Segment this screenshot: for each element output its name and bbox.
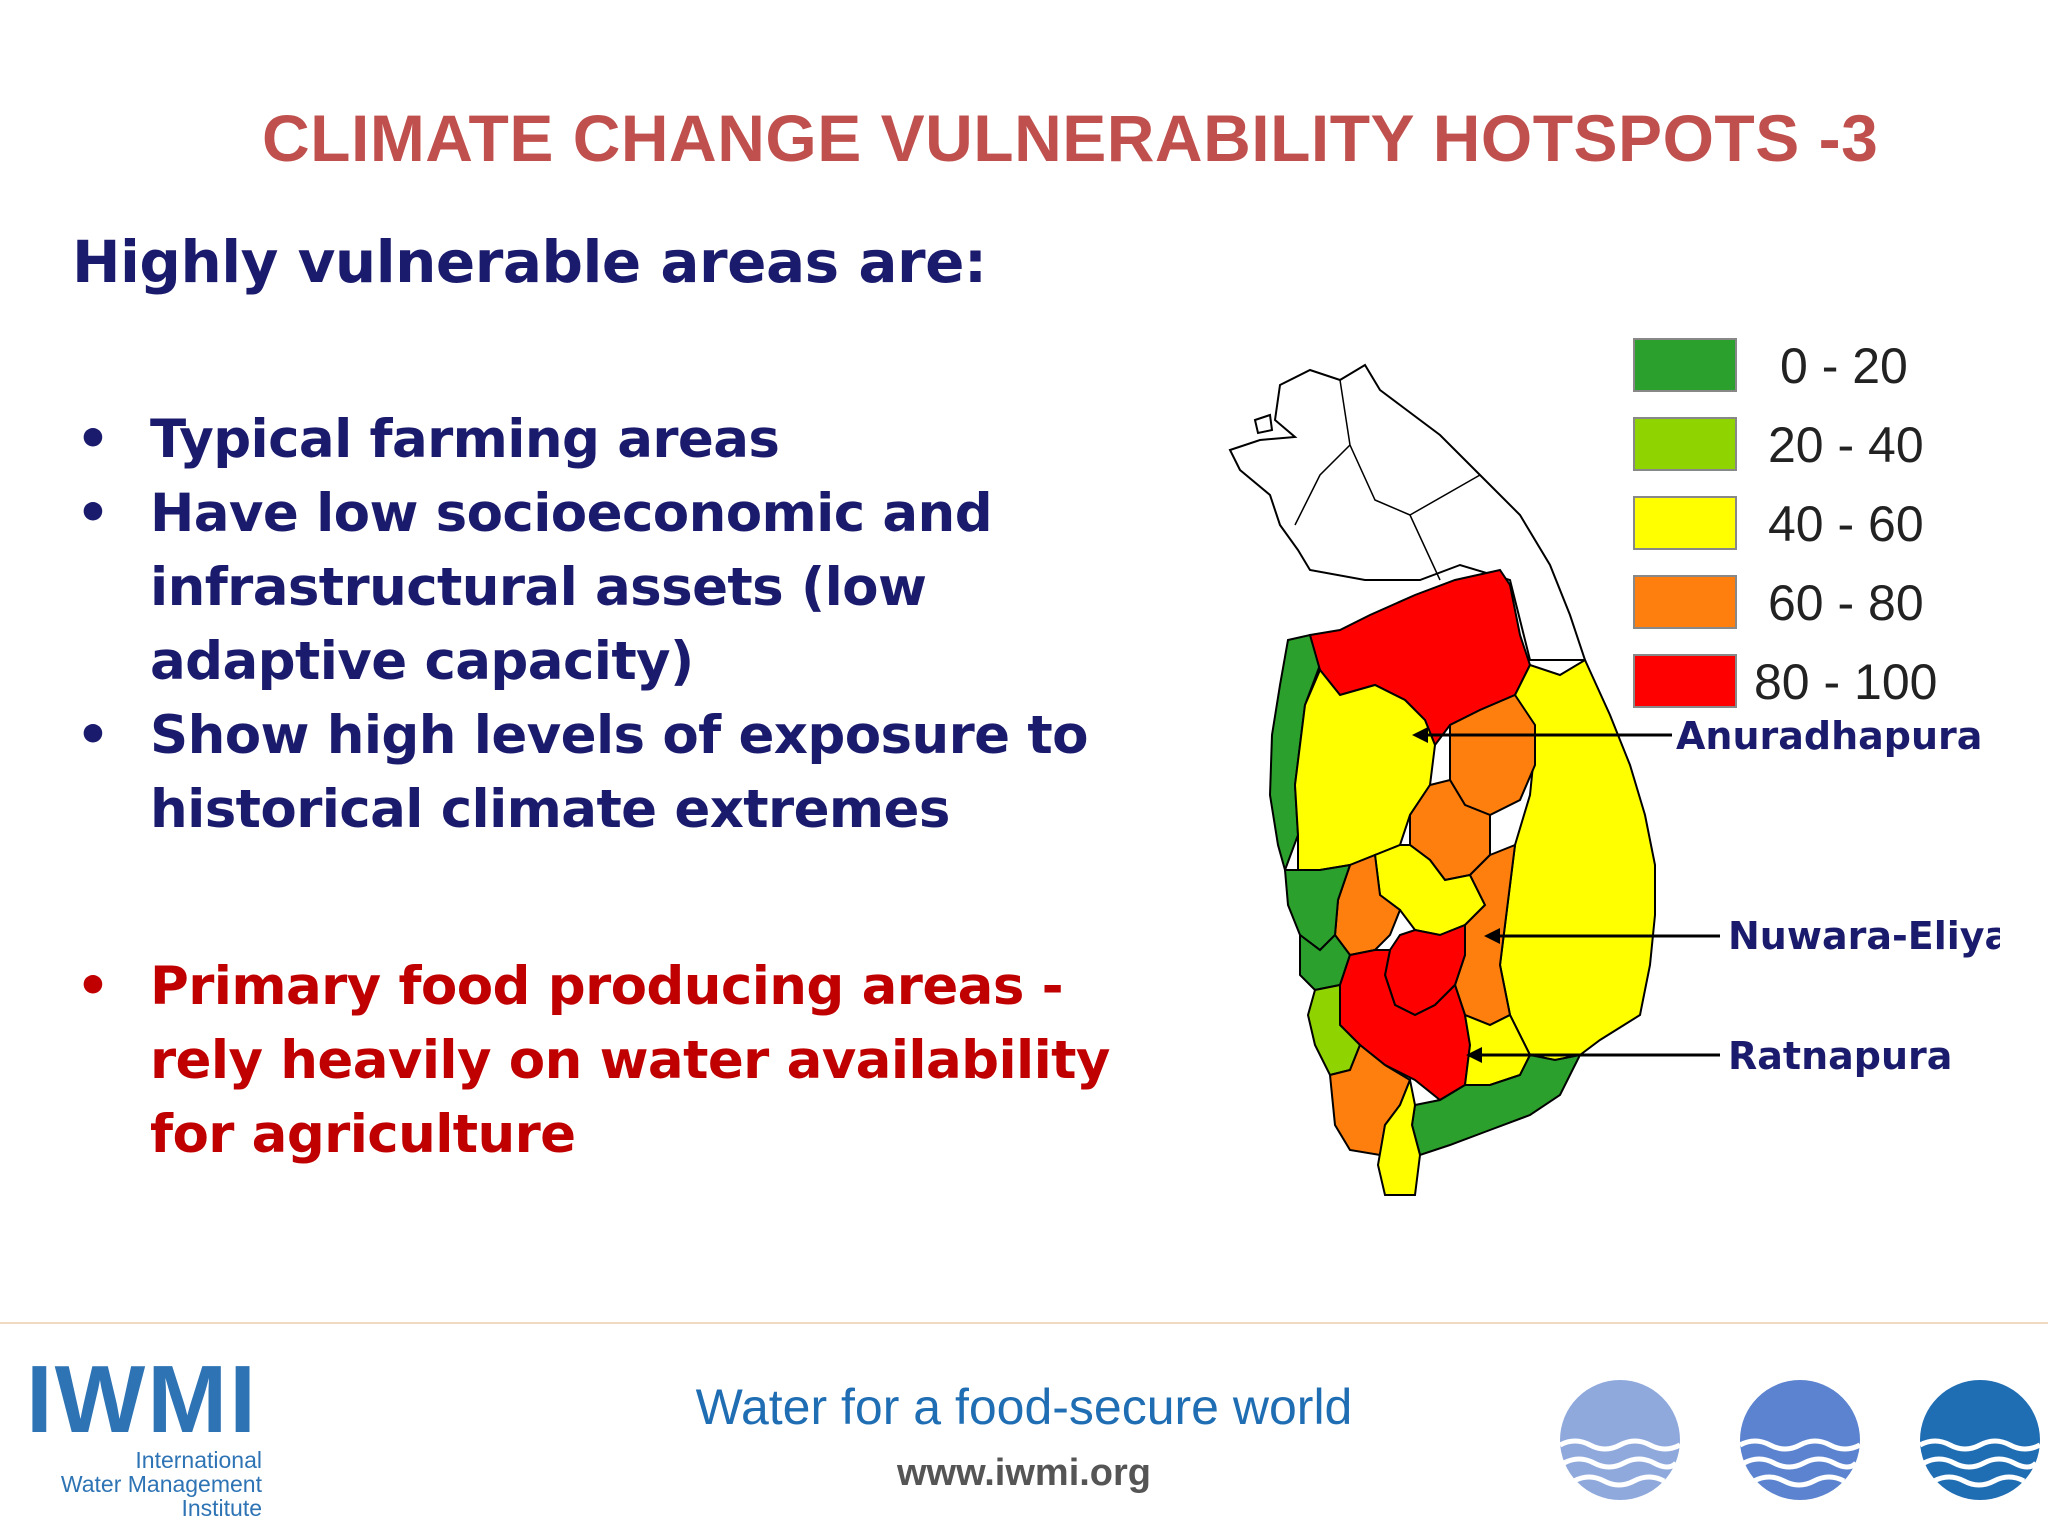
arrowhead-icon [1484, 928, 1500, 944]
footer-tagline: Water for a food-secure world [695, 1379, 1353, 1435]
water-circle-icon [1738, 1380, 1862, 1500]
sri-lanka-map: 0 - 20 20 - 40 40 - 60 60 - 80 80 - 100 … [1228, 338, 2010, 1196]
bullet-item: • Typical farming areas [72, 403, 1182, 477]
bullet-marker: • [76, 483, 110, 544]
logo-subtext-line: International [135, 1447, 262, 1473]
map-region-north [1228, 363, 1587, 661]
logo-subtext-line: Water Management [60, 1471, 262, 1497]
logo-wordmark: IWMI [26, 1346, 258, 1453]
legend-swatch [1633, 417, 1737, 471]
place-label-anuradhapura: Anuradhapura [1676, 714, 1982, 758]
map-district-border [1339, 379, 1441, 581]
water-circles [1558, 1375, 2042, 1505]
arrowhead-icon [1412, 727, 1428, 743]
legend-label: 80 - 100 [1754, 654, 1937, 710]
place-label-nuwara-eliya: Nuwara-Eliya [1728, 914, 2000, 958]
legend-label: 0 - 20 [1780, 338, 1908, 394]
slide-subtitle: Highly vulnerable areas are: [72, 228, 987, 296]
map-callouts: Anuradhapura Nuwara-Eliya Ratnapura [1412, 714, 2010, 1078]
bullet-item-highlight: • Primary food producing areas - rely he… [72, 950, 1182, 1172]
water-circles-graphic [1558, 1380, 2042, 1500]
legend-swatch [1633, 338, 1737, 392]
bullet-marker: • [76, 409, 110, 470]
place-label-ratnapura: Ratnapura [1728, 1034, 1952, 1078]
slide-title: CLIMATE CHANGE VULNERABILITY HOTSPOTS -3 [262, 101, 1879, 175]
vulnerability-map: 0 - 20 20 - 40 40 - 60 60 - 80 80 - 100 … [1200, 325, 2010, 1225]
arrowhead-icon [1466, 1047, 1482, 1063]
logo-subtext-line: Institute [181, 1495, 262, 1521]
bullet-list: • Typical farming areas • Have low socio… [72, 403, 1182, 1172]
map-island-north [1253, 413, 1274, 435]
water-circle-icon [1918, 1380, 2042, 1500]
bullet-text: Show high levels of exposure to historic… [150, 705, 1088, 840]
map-legend: 0 - 20 20 - 40 40 - 60 60 - 80 80 - 100 [1633, 338, 1937, 710]
bullet-text: Typical farming areas [150, 409, 780, 470]
iwmi-logo: IWMI International Water Management Inst… [26, 1346, 262, 1521]
bullet-text: Primary food producing areas - rely heav… [150, 956, 1110, 1165]
map-district-border [1409, 474, 1481, 516]
logo-subtext: International Water Management Institute [26, 1448, 262, 1520]
map-district-border [1294, 444, 1351, 526]
legend-swatch [1633, 575, 1737, 629]
map-region-matara [1376, 1076, 1422, 1196]
footer-url[interactable]: www.iwmi.org [896, 1452, 1152, 1494]
bullet-marker: • [76, 705, 110, 766]
bullet-item: • Show high levels of exposure to histor… [72, 699, 1182, 847]
water-circle-icon [1558, 1380, 1682, 1500]
legend-label: 20 - 40 [1768, 417, 1924, 473]
legend-label: 40 - 60 [1768, 496, 1924, 552]
legend-swatch [1633, 654, 1737, 708]
footer-divider [0, 1322, 2048, 1324]
bullet-text: Have low socioeconomic and infrastructur… [150, 483, 993, 692]
legend-swatch [1633, 496, 1737, 550]
bullet-marker: • [76, 956, 110, 1017]
legend-label: 60 - 80 [1768, 575, 1924, 631]
bullet-item: • Have low socioeconomic and infrastruct… [72, 477, 1182, 699]
